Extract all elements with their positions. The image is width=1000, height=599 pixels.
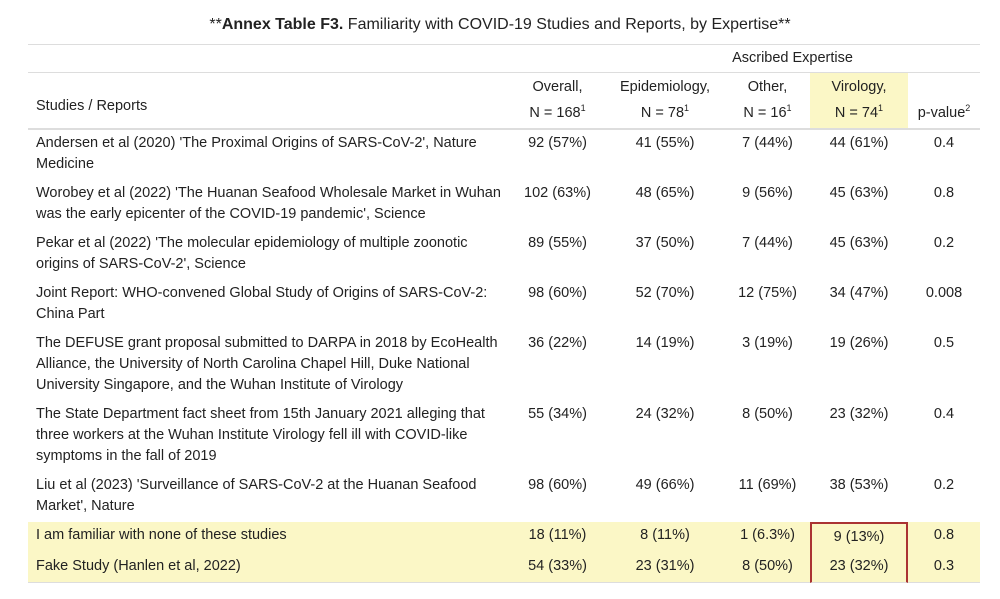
cell: 52 (70%) [635,284,695,301]
title-prefix: ** [209,16,222,33]
footnote-mark: 1 [580,103,586,113]
column-name: Epidemiology, [619,79,710,95]
row-label: Fake Study (Hanlen et al, 2022) [28,552,510,583]
table-row: I am familiar with none of these studies… [28,521,981,553]
table-row: The State Department fact sheet from 15t… [28,401,980,472]
title-bold: Annex Table F3. [221,16,344,33]
cell: 89 (55%) [528,234,587,251]
cell: 18 (11%) [510,521,605,553]
column-n: N = 168 [529,104,581,121]
cell: 102 (63%) [524,184,591,201]
footnote-mark: 1 [878,103,884,113]
cell: 37 (50%) [635,234,695,251]
column-header: Other, N = 161 [725,73,810,130]
cell: 0.8 [933,184,955,201]
cell: 0.8 [908,521,981,553]
table-row: Andersen et al (2020) 'The Proximal Orig… [28,130,980,180]
cell: 8 (11%) [605,521,725,553]
cell: 98 (60%) [528,284,587,301]
column-name: Other, [747,79,788,95]
cell: 14 (19%) [635,334,695,351]
column-n: N = 74 [834,104,879,121]
table-row: Liu et al (2023) 'Surveillance of SARS-C… [28,472,980,522]
table-row: Worobey et al (2022) 'The Huanan Seafood… [28,180,980,230]
title-rest: Familiarity with COVID-19 Studies and Re… [343,16,791,33]
cell: 41 (55%) [635,134,695,151]
footnote-mark: 2 [965,103,971,113]
cell: 98 (60%) [528,476,587,493]
cell: 7 (44%) [742,134,793,151]
cell: 45 (63%) [829,184,889,201]
cell: 23 (32%) [810,552,908,583]
table-title: **Annex Table F3. Familiarity with COVID… [0,16,1000,34]
table: Ascribed Expertise Studies / Reports Over… [28,44,981,583]
column-header: p-value2 [908,73,981,130]
cell: 19 (26%) [829,334,889,351]
cell: 54 (33%) [510,552,605,583]
column-header: Studies / Reports [28,73,510,130]
cell: 8 (50%) [742,405,793,422]
cell: 9 (13%) [810,521,908,553]
cell: 0.4 [933,405,955,422]
row-label: Pekar et al (2022) 'The molecular epidem… [36,234,468,272]
cell: 0.5 [933,334,955,351]
cell: 1 (6.3%) [725,521,810,553]
row-label: I am familiar with none of these studies [28,521,510,553]
cell: 23 (31%) [605,552,725,583]
cell: 55 (34%) [528,405,587,422]
cell: 36 (22%) [528,334,587,351]
cell: 12 (75%) [738,284,797,301]
row-label: Andersen et al (2020) 'The Proximal Orig… [36,134,477,172]
cell: 92 (57%) [528,134,587,151]
cell: 24 (32%) [635,405,695,422]
cell: 44 (61%) [829,134,889,151]
row-label: Liu et al (2023) 'Surveillance of SARS-C… [36,476,477,514]
cell: 0.2 [933,476,955,493]
column-header: Overall, N = 1681 [510,73,605,130]
cell: 11 (69%) [738,476,797,493]
table-row: Pekar et al (2022) 'The molecular epidem… [28,230,980,280]
cell: 3 (19%) [742,334,793,351]
cell: 45 (63%) [829,234,889,251]
cell: 9 (56%) [742,184,793,201]
column-name: Studies / Reports [36,97,148,114]
column-header: Epidemiology, N = 781 [605,73,725,130]
footnote-mark: 1 [684,103,690,113]
column-header: Virology, N = 741 [810,73,908,130]
cell: 38 (53%) [829,476,889,493]
row-label: Worobey et al (2022) 'The Huanan Seafood… [36,184,501,222]
row-label: The State Department fact sheet from 15t… [36,405,485,464]
column-name: Virology, [831,79,887,95]
cell: 48 (65%) [635,184,695,201]
cell: 0.3 [908,552,981,583]
spanner-row: Ascribed Expertise [28,44,981,73]
cell: 0.4 [933,134,955,151]
row-label: The DEFUSE grant proposal submitted to D… [36,334,498,393]
cell: 49 (66%) [635,476,695,493]
cell: 0.008 [925,284,963,301]
cell: 8 (50%) [725,552,810,583]
cell: 7 (44%) [742,234,793,251]
cell: 34 (47%) [829,284,889,301]
spanner: Ascribed Expertise [605,44,981,73]
cell: 23 (32%) [829,405,889,422]
column-name: Overall, [532,79,583,95]
table-row: Joint Report: WHO-convened Global Study … [28,280,980,330]
column-n: N = 78 [640,104,685,121]
cell: 0.2 [933,234,955,251]
header-row: Studies / Reports Overall, N = 1681 Epidemi… [28,73,981,130]
table-row: Fake Study (Hanlen et al, 2022) 54 (33%) 2… [28,552,981,583]
row-label: Joint Report: WHO-convened Global Study … [36,284,488,322]
footnote-mark: 1 [786,103,792,113]
column-name: p-value [917,104,966,121]
column-n: N = 16 [743,104,787,121]
table-row: The DEFUSE grant proposal submitted to D… [28,330,980,401]
